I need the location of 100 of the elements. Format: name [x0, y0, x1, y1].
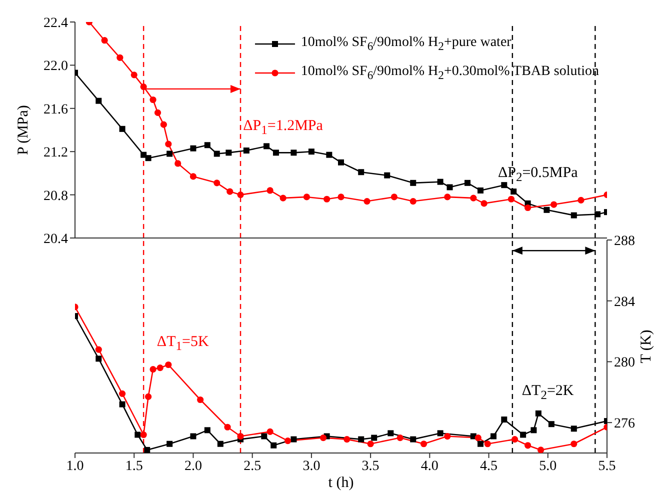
point	[410, 198, 416, 205]
point	[338, 159, 344, 166]
point	[118, 390, 126, 397]
point	[535, 410, 542, 416]
x-tick-label: 4.5	[480, 458, 498, 474]
point	[284, 438, 292, 444]
point	[364, 198, 370, 205]
point	[358, 169, 364, 176]
point	[226, 150, 232, 156]
point	[156, 364, 164, 372]
point	[237, 192, 244, 198]
point	[570, 426, 577, 432]
x-tick-label: 3.5	[362, 458, 380, 474]
x-tick-label: 1.0	[66, 458, 84, 474]
point	[119, 401, 126, 408]
point	[140, 431, 147, 438]
point	[165, 361, 172, 368]
x-tick-label: 2.5	[244, 458, 262, 474]
point	[266, 187, 274, 194]
point	[237, 432, 244, 440]
x-tick-label: 1.5	[125, 458, 143, 474]
annotation: ΔP$_{2}$=0.5MPa	[498, 165, 578, 186]
point	[190, 173, 197, 180]
point	[384, 172, 390, 178]
point	[308, 148, 314, 155]
point	[570, 440, 578, 448]
point	[290, 150, 297, 156]
point	[261, 433, 268, 440]
point	[150, 366, 156, 373]
point	[190, 433, 196, 440]
point	[501, 416, 508, 423]
point	[446, 184, 453, 190]
x-tick-label: 5.5	[598, 458, 616, 474]
x-tick-label: 4.0	[420, 458, 438, 474]
point	[140, 152, 147, 158]
legend-label: 10mol% SF$_{6}$/90mol% H$_{2}$+pure water	[300, 34, 512, 55]
point	[290, 436, 297, 442]
point	[224, 424, 231, 430]
point	[478, 440, 484, 447]
y2-tick-label: 284	[614, 294, 635, 310]
legend-label: 10mol% SF$_{6}$/90mol% H$_{2}$+0.30mol% TBAB solution	[300, 62, 599, 84]
point	[116, 54, 124, 61]
point	[490, 433, 497, 440]
point	[166, 440, 173, 447]
point	[344, 436, 350, 443]
point	[570, 212, 577, 218]
point	[594, 211, 601, 218]
point	[474, 434, 482, 442]
x-tick-label: 2.0	[184, 458, 202, 474]
point	[96, 356, 102, 362]
point	[524, 442, 532, 449]
point	[96, 98, 102, 104]
point	[437, 430, 444, 436]
point	[214, 150, 220, 157]
point	[478, 187, 484, 194]
point	[550, 201, 558, 208]
point	[544, 206, 550, 213]
point	[160, 121, 167, 128]
point	[338, 194, 344, 200]
point	[358, 436, 364, 442]
annotation: ΔT$_{1}$=5K	[156, 334, 209, 354]
point	[266, 428, 274, 435]
annotation: ΔP$_{1}$=1.2MPa	[243, 118, 323, 138]
y-tick-label: 22.4	[44, 16, 68, 31]
point	[578, 196, 584, 204]
point	[508, 196, 515, 202]
point	[140, 84, 147, 90]
point	[130, 72, 138, 78]
x-tick-label: 3.0	[302, 458, 320, 474]
y2-tick-label: 276	[614, 416, 635, 432]
point	[226, 188, 234, 195]
point	[437, 178, 444, 185]
point	[320, 434, 327, 442]
point	[388, 430, 394, 436]
point	[548, 421, 554, 428]
point	[420, 440, 428, 448]
point	[524, 204, 532, 212]
point	[214, 180, 220, 186]
point	[204, 142, 210, 148]
y-tick-label: 20.4	[44, 232, 68, 247]
x-axis-title: t (h)	[328, 475, 354, 491]
point	[303, 194, 310, 200]
point	[101, 37, 108, 44]
point	[510, 188, 517, 195]
y2-tick-label: 280	[614, 356, 635, 371]
point	[367, 440, 374, 448]
y-tick-label: 21.6	[44, 102, 68, 118]
point	[190, 145, 196, 152]
point	[197, 396, 204, 404]
point	[530, 427, 537, 434]
point	[480, 200, 488, 207]
point	[410, 436, 416, 442]
point	[119, 126, 126, 132]
point	[326, 152, 332, 158]
y-tick-label: 20.8	[44, 188, 68, 204]
point	[324, 196, 330, 202]
point	[95, 346, 102, 353]
y-tick-label: 22.0	[44, 59, 68, 74]
point	[134, 432, 141, 438]
point	[165, 140, 172, 148]
